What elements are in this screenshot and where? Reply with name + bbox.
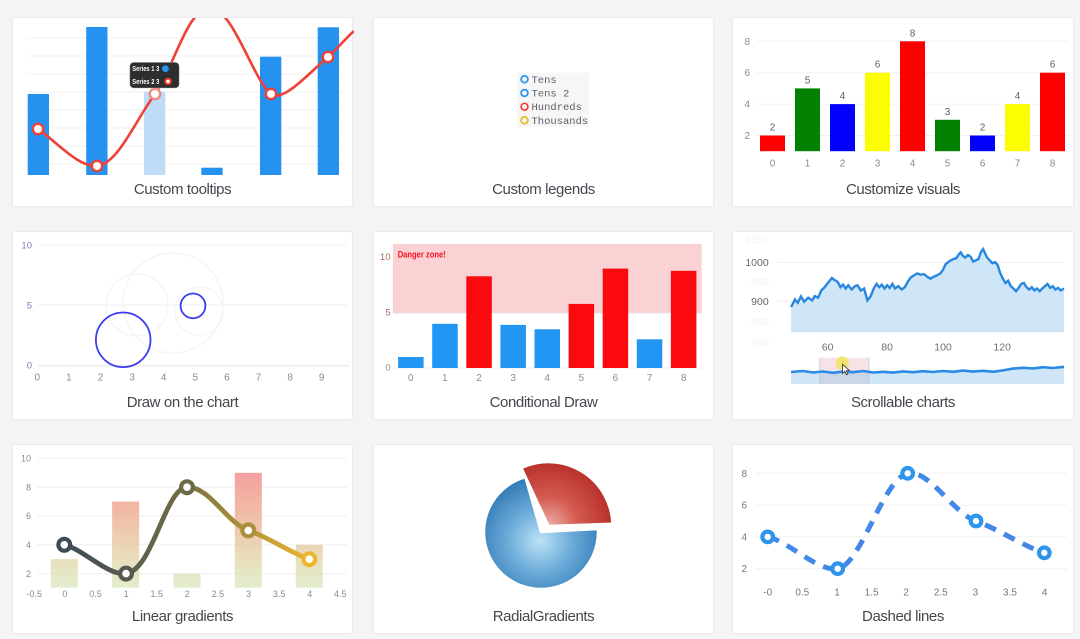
svg-text:4: 4: [1042, 588, 1048, 599]
svg-text:3.5: 3.5: [1003, 588, 1017, 599]
svg-text:80: 80: [881, 342, 893, 354]
svg-text:Thousands: Thousands: [532, 116, 589, 128]
svg-text:-0.5: -0.5: [27, 589, 43, 599]
svg-text:Series 1 3: Series 1 3: [132, 66, 159, 73]
svg-text:6: 6: [224, 373, 230, 384]
svg-text:Tens 2: Tens 2: [532, 89, 570, 101]
svg-text:4: 4: [910, 158, 916, 169]
svg-text:2: 2: [840, 158, 846, 169]
svg-text:2: 2: [26, 569, 31, 579]
svg-text:1: 1: [124, 589, 129, 599]
svg-text:7: 7: [647, 373, 653, 384]
svg-text:1000: 1000: [745, 257, 769, 269]
svg-text:10: 10: [380, 252, 391, 263]
svg-text:5: 5: [193, 373, 199, 384]
svg-text:6: 6: [980, 158, 986, 169]
svg-text:10: 10: [21, 240, 32, 251]
svg-text:3: 3: [246, 589, 251, 599]
svg-text:8: 8: [741, 469, 747, 480]
svg-text:6: 6: [744, 68, 750, 79]
svg-text:2.5: 2.5: [212, 589, 225, 599]
svg-text:2.5: 2.5: [934, 588, 948, 599]
svg-text:Danger zone!: Danger zone!: [398, 250, 446, 260]
svg-text:800: 800: [751, 338, 769, 350]
svg-text:5: 5: [385, 307, 390, 318]
svg-text:2: 2: [744, 131, 750, 142]
svg-text:8: 8: [910, 28, 916, 39]
svg-text:850: 850: [751, 317, 769, 329]
svg-text:4: 4: [544, 373, 550, 384]
svg-text:6: 6: [875, 60, 881, 71]
svg-text:-0: -0: [763, 588, 772, 599]
svg-text:0: 0: [62, 589, 67, 599]
svg-text:0: 0: [35, 373, 41, 384]
svg-text:3.5: 3.5: [273, 589, 286, 599]
svg-text:8: 8: [1050, 158, 1056, 169]
svg-text:4: 4: [307, 589, 312, 599]
svg-text:1: 1: [834, 588, 840, 599]
svg-text:120: 120: [993, 342, 1011, 354]
svg-text:8: 8: [681, 373, 687, 384]
svg-text:4.5: 4.5: [334, 589, 347, 599]
svg-text:0: 0: [408, 373, 414, 384]
svg-text:4: 4: [161, 373, 167, 384]
svg-text:4: 4: [1015, 91, 1021, 102]
svg-text:Series 2 3: Series 2 3: [132, 79, 159, 86]
svg-text:0: 0: [770, 158, 776, 169]
svg-text:2: 2: [185, 589, 190, 599]
svg-text:3: 3: [945, 107, 951, 118]
svg-text:1.5: 1.5: [865, 588, 879, 599]
svg-text:5: 5: [27, 300, 32, 311]
svg-text:5: 5: [579, 373, 585, 384]
svg-text:4: 4: [741, 532, 747, 543]
svg-text:950: 950: [751, 277, 769, 289]
svg-text:10: 10: [21, 454, 31, 464]
svg-text:1: 1: [66, 373, 72, 384]
svg-text:2: 2: [980, 123, 986, 134]
svg-text:1: 1: [442, 373, 448, 384]
svg-text:8: 8: [744, 37, 750, 48]
svg-text:6: 6: [1050, 60, 1056, 71]
svg-text:9: 9: [319, 373, 325, 384]
svg-text:3: 3: [510, 373, 516, 384]
svg-text:0.5: 0.5: [89, 589, 102, 599]
svg-text:4: 4: [26, 540, 31, 550]
svg-text:2: 2: [476, 373, 482, 384]
svg-text:2: 2: [741, 564, 747, 575]
svg-text:6: 6: [26, 511, 31, 521]
svg-text:Hundreds: Hundreds: [532, 102, 582, 114]
svg-text:7: 7: [256, 373, 262, 384]
svg-text:8: 8: [26, 482, 31, 492]
svg-text:5: 5: [805, 75, 811, 86]
svg-text:100: 100: [934, 342, 952, 354]
svg-text:6: 6: [613, 373, 619, 384]
svg-text:900: 900: [751, 296, 769, 308]
svg-text:1: 1: [805, 158, 811, 169]
svg-text:1050: 1050: [745, 235, 769, 247]
svg-text:4: 4: [744, 100, 750, 111]
svg-text:Tens: Tens: [532, 75, 557, 87]
svg-text:3: 3: [973, 588, 979, 599]
svg-text:3: 3: [875, 158, 881, 169]
svg-text:6: 6: [741, 501, 747, 512]
svg-text:2: 2: [98, 373, 104, 384]
svg-text:2: 2: [903, 588, 909, 599]
svg-text:0: 0: [27, 360, 32, 371]
svg-text:5: 5: [945, 158, 951, 169]
svg-text:3: 3: [129, 373, 135, 384]
svg-text:0.5: 0.5: [795, 588, 809, 599]
svg-text:8: 8: [287, 373, 293, 384]
svg-text:7: 7: [1015, 158, 1021, 169]
svg-text:0: 0: [385, 363, 390, 374]
svg-text:2: 2: [770, 123, 776, 134]
svg-text:4: 4: [840, 91, 846, 102]
svg-text:60: 60: [822, 342, 834, 354]
svg-text:1.5: 1.5: [150, 589, 163, 599]
